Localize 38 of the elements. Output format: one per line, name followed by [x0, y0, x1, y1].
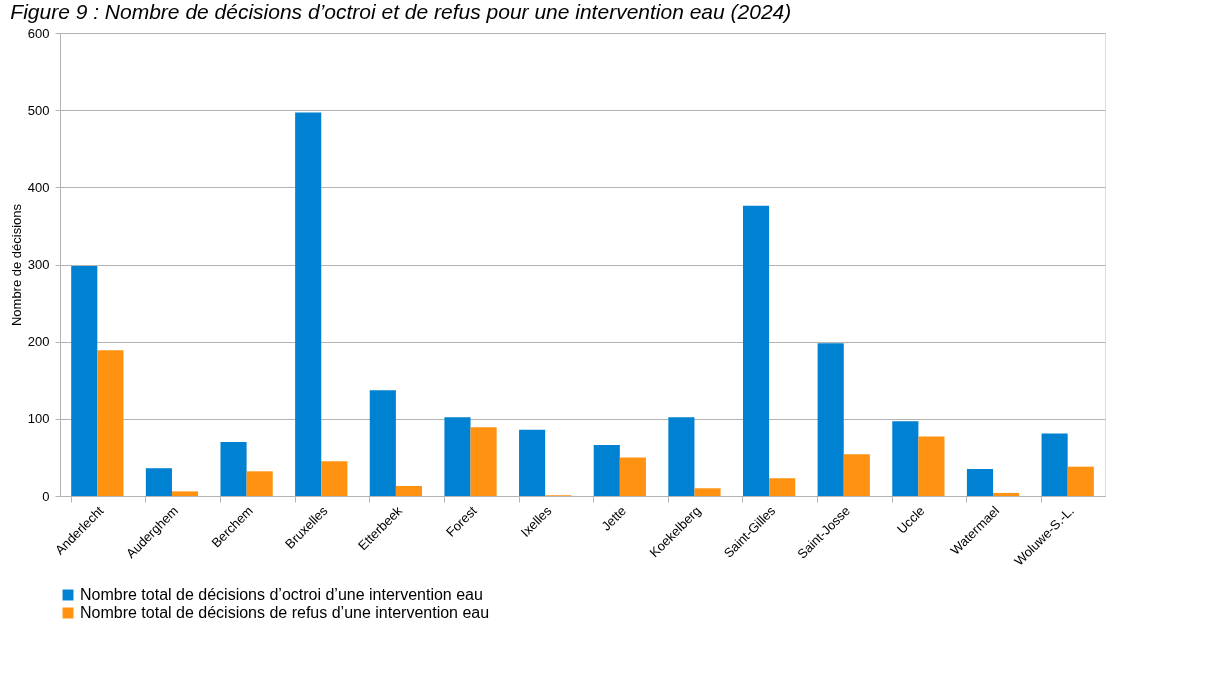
bar: [668, 417, 695, 496]
bar: [295, 112, 322, 496]
bar: [993, 492, 1020, 496]
bar: [742, 205, 770, 496]
legend-label: Nombre total de décisions de refus d’une intervention eau: [80, 604, 490, 621]
bar: [519, 429, 546, 496]
y-tick-label: 400: [27, 179, 50, 195]
bar: [694, 488, 721, 496]
bar: [97, 350, 124, 496]
bar: [769, 478, 796, 496]
bar: [220, 441, 247, 496]
bar: [1067, 466, 1094, 496]
bar: [369, 390, 396, 496]
bar: [470, 427, 497, 496]
bar: [843, 454, 870, 496]
bar: [619, 457, 646, 496]
chart-title: Figure 9 : Nombre de décisions d’octroi et de refus pour une intervention eau (2024): [10, 0, 792, 23]
y-axis-title: Nombre de décisions: [8, 203, 24, 327]
y-tick-label: 600: [27, 25, 50, 41]
bar: [817, 343, 844, 496]
y-tick-label: 100: [27, 411, 50, 427]
bar: [246, 471, 273, 496]
legend-label: Nombre total de décisions d’octroi d’une intervention eau: [80, 586, 483, 603]
bar: [145, 468, 172, 496]
bar: [966, 468, 994, 496]
bar: [892, 421, 919, 496]
y-tick-label: 200: [27, 334, 50, 350]
y-tick-label: 300: [27, 257, 50, 272]
y-tick-label: 500: [27, 102, 50, 118]
bar: [593, 445, 620, 496]
bar: [444, 417, 471, 496]
bar: [171, 491, 199, 496]
y-tick-label: 0: [42, 488, 50, 504]
bar: [395, 485, 423, 496]
bar: [321, 461, 348, 496]
bar: [71, 266, 98, 496]
bar: [918, 436, 945, 496]
bar: [1041, 433, 1068, 496]
